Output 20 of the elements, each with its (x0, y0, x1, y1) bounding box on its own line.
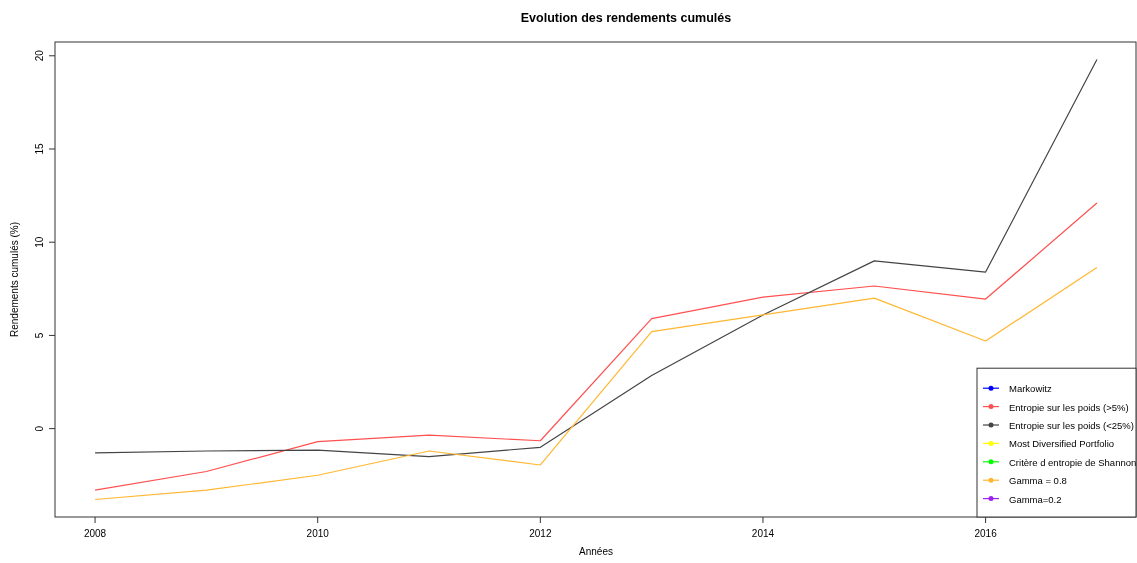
legend-label: Markowitz (1009, 383, 1052, 395)
legend-label: Gamma=0.2 (1009, 493, 1062, 505)
y-tick-label: 0 (34, 425, 45, 432)
y-tick-label: 10 (34, 236, 45, 248)
legend-label: Most Diversified Portfolio (1009, 438, 1115, 450)
y-tick-label: 5 (34, 332, 45, 339)
x-tick-label: 2014 (751, 528, 775, 539)
x-axis-title: Années (579, 546, 613, 557)
y-axis-title: Rendements cumulés (%) (9, 221, 20, 338)
legend-label: Entropie sur les poids (>5%) (1009, 401, 1129, 413)
y-tick-label: 15 (34, 143, 45, 155)
y-tick-label: 20 (34, 49, 45, 62)
x-tick-label: 2012 (529, 528, 552, 539)
x-tick-label: 2010 (306, 528, 330, 539)
legend-label: Entropie sur les poids (<25%) (1009, 420, 1134, 431)
x-tick-label: 2008 (83, 528, 107, 539)
x-tick-label: 2016 (974, 528, 998, 539)
legend-label: Critère d entropie de Shannon (1009, 456, 1137, 468)
legend-label: Gamma = 0.8 (1009, 475, 1067, 487)
chart-title: Evolution des rendements cumulés (520, 11, 732, 25)
